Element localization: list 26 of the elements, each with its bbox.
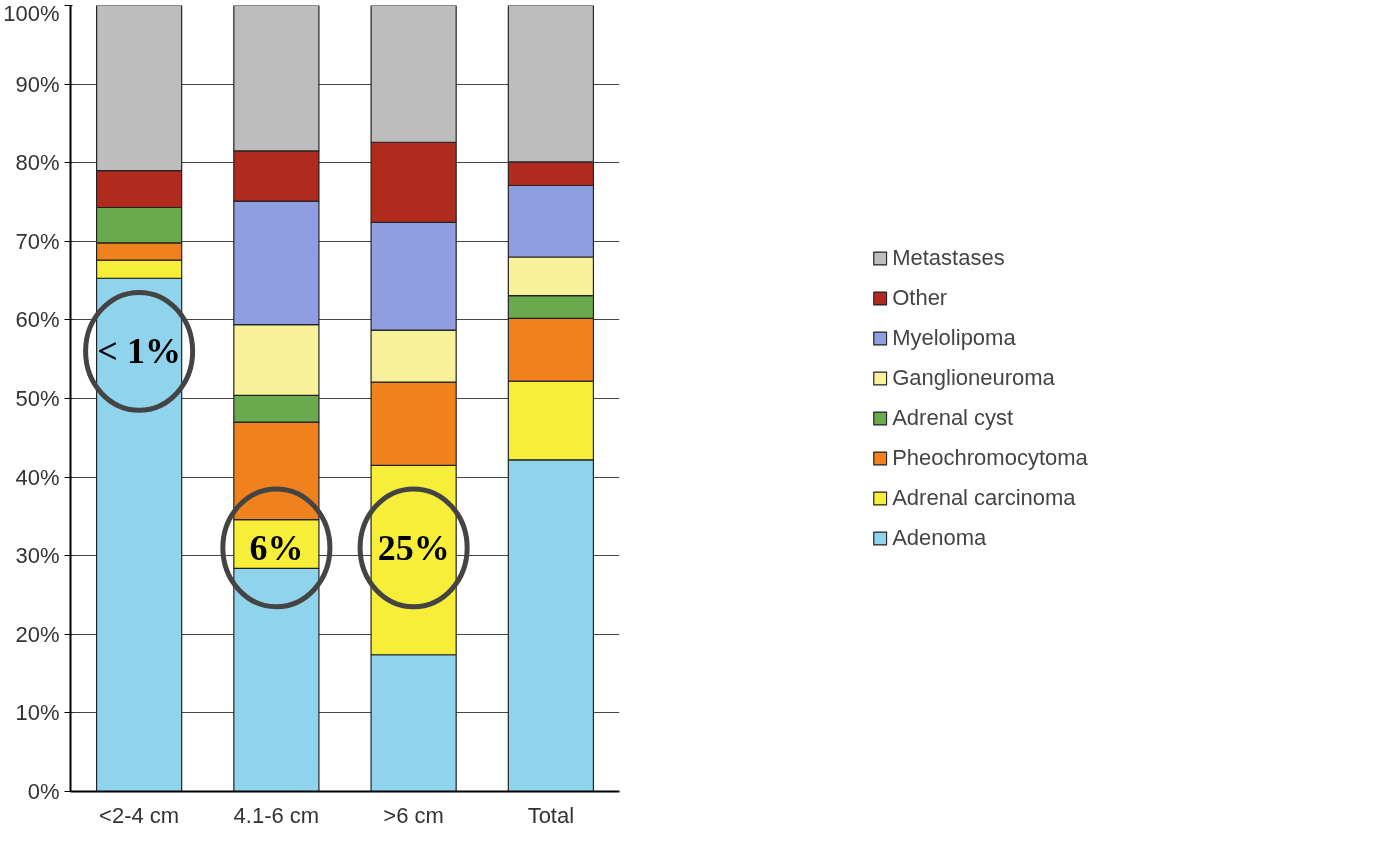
y-tick-label: 30%: [15, 543, 60, 569]
y-tick-label: 80%: [15, 150, 60, 176]
y-tick-label: 70%: [15, 228, 60, 254]
annotation: 25%: [377, 527, 450, 568]
legend-label: Adrenal cyst: [892, 405, 1014, 431]
y-tick-label: 10%: [15, 700, 60, 726]
annotation: < 1%: [97, 331, 181, 372]
legend-label: Other: [892, 285, 948, 311]
y-tick-label: 50%: [15, 386, 60, 411]
legend-label: Metastases: [892, 245, 1005, 271]
y-tick-label: 90%: [15, 71, 60, 97]
x-tick-label: <2-4 cm: [99, 802, 180, 828]
x-tick-label: 4.1-6 cm: [233, 802, 320, 828]
x-tick-label: >6 cm: [383, 802, 444, 828]
y-tick-label: 20%: [15, 621, 60, 647]
legend-label: Ganglioneuroma: [892, 365, 1055, 391]
y-tick-label: 100%: [3, 0, 60, 26]
legend-label: Adenoma: [892, 525, 987, 551]
legend-label: Adrenal carcinoma: [892, 485, 1076, 511]
y-tick-label: 40%: [15, 464, 60, 490]
y-tick-label: 60%: [15, 307, 60, 333]
legend-label: Myelolipoma: [892, 325, 1016, 351]
x-tick-label: Total: [527, 802, 575, 828]
legend-label: Pheochromocytoma: [892, 445, 1088, 471]
y-tick-label: 0%: [27, 779, 60, 804]
annotation: 6%: [249, 527, 304, 568]
